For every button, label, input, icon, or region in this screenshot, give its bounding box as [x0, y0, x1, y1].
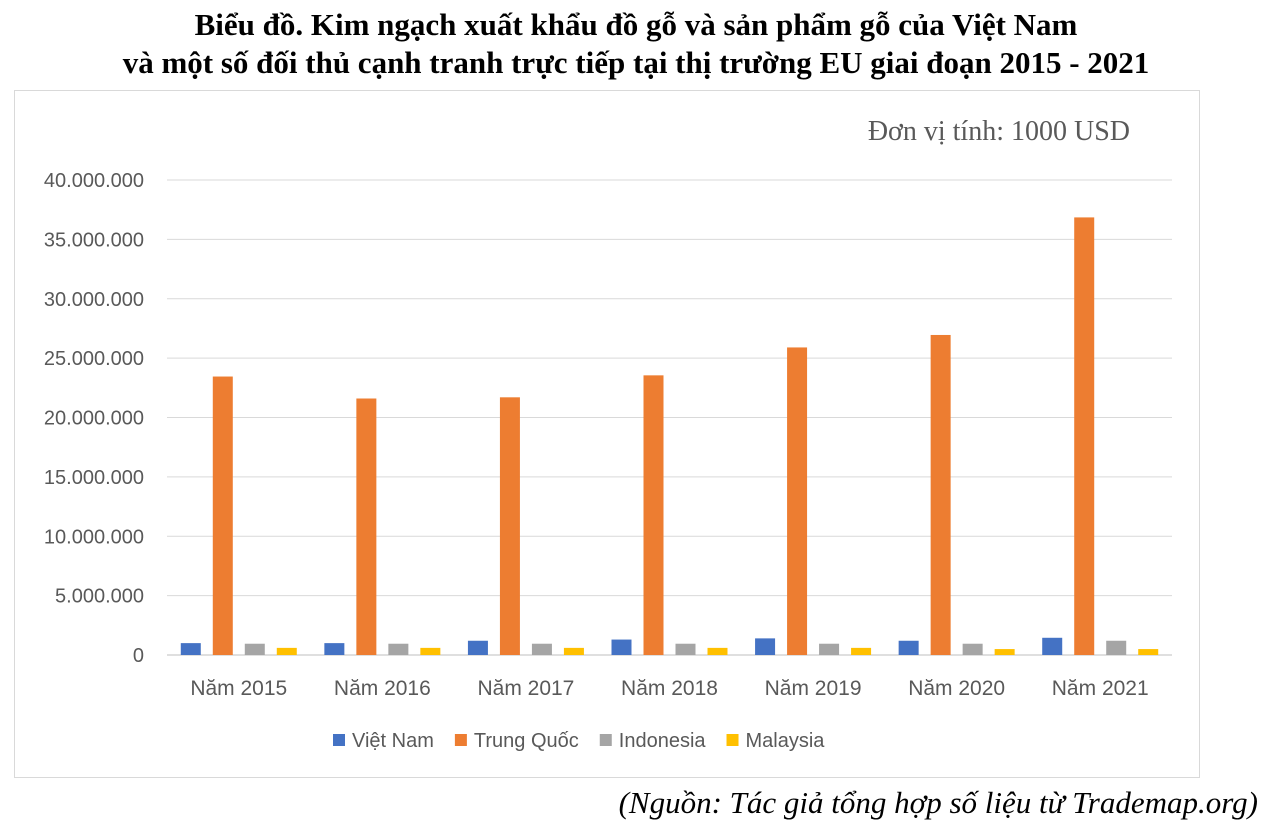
y-tick-label: 40.000.000 — [44, 170, 144, 192]
bar — [420, 647, 441, 655]
bar — [962, 643, 983, 655]
y-axis-ticks: 0 5.000.000 10.000.000 15.000.000 20.000.000… — [44, 170, 144, 667]
bar — [1042, 637, 1063, 655]
legend-swatch — [599, 734, 612, 746]
bar — [1138, 649, 1159, 655]
chart-title-line-1: Biểu đồ. Kim ngạch xuất khẩu đồ gỗ và sả… — [194, 7, 1078, 42]
bar — [276, 647, 297, 655]
bar — [819, 643, 840, 655]
bar — [467, 640, 488, 655]
y-tick-label: 10.000.000 — [44, 526, 144, 548]
bar — [1106, 640, 1127, 655]
y-tick-label: 25.000.000 — [44, 348, 144, 370]
bar — [324, 643, 345, 655]
legend-label: Malaysia — [746, 730, 826, 752]
bar — [563, 647, 584, 655]
chart-title: Biểu đồ. Kim ngạch xuất khẩu đồ gỗ và sả… — [0, 6, 1272, 82]
bar — [611, 639, 632, 655]
bar — [787, 347, 808, 655]
legend-swatch — [333, 734, 345, 746]
bar — [212, 376, 233, 655]
legend-label: Trung Quốc — [474, 730, 579, 752]
x-tick-label: Năm 2017 — [477, 677, 574, 700]
source-note: (Nguồn: Tác giả tổng hợp số liệu từ Trad… — [618, 785, 1258, 820]
bar — [675, 643, 696, 655]
unit-label: Đơn vị tính: 1000 USD — [868, 116, 1130, 147]
y-tick-label: 30.000.000 — [44, 289, 144, 311]
gridlines — [167, 179, 1172, 656]
y-tick-label: 0 — [133, 645, 144, 667]
bar — [643, 375, 664, 655]
chart-frame — [14, 90, 1200, 778]
x-tick-label: Năm 2016 — [334, 677, 431, 700]
bar — [930, 334, 951, 655]
x-tick-label: Năm 2019 — [765, 677, 862, 700]
bar — [898, 640, 919, 655]
bar — [1074, 217, 1095, 655]
legend-swatch — [726, 734, 739, 746]
y-tick-label: 35.000.000 — [44, 229, 144, 251]
legend-label: Indonesia — [619, 730, 707, 752]
chart-title-line-2: và một số đối thủ cạnh tranh trực tiếp t… — [122, 45, 1150, 80]
legend-label: Việt Nam — [352, 730, 434, 752]
bar — [356, 398, 377, 655]
x-tick-label: Năm 2015 — [190, 677, 287, 700]
y-tick-label: 20.000.000 — [44, 408, 144, 430]
legend: Việt Nam Trung Quốc Indonesia Malaysia — [333, 730, 825, 752]
y-tick-label: 5.000.000 — [55, 586, 144, 608]
bar — [851, 647, 872, 655]
bar — [531, 643, 552, 655]
bar — [244, 643, 265, 655]
bar — [994, 649, 1015, 655]
y-tick-label: 15.000.000 — [44, 467, 144, 489]
bar — [180, 643, 201, 655]
x-tick-label: Năm 2018 — [621, 677, 718, 700]
bar — [755, 638, 776, 655]
bar — [388, 643, 409, 655]
bars — [180, 217, 1159, 655]
bar — [499, 397, 520, 655]
legend-swatch — [454, 734, 467, 746]
x-tick-label: Năm 2021 — [1052, 677, 1149, 700]
x-tick-label: Năm 2020 — [908, 677, 1005, 700]
x-axis-ticks: Năm 2015 Năm 2016 Năm 2017 Năm 2018 Năm 2019… — [190, 677, 1148, 700]
bar — [707, 647, 728, 655]
